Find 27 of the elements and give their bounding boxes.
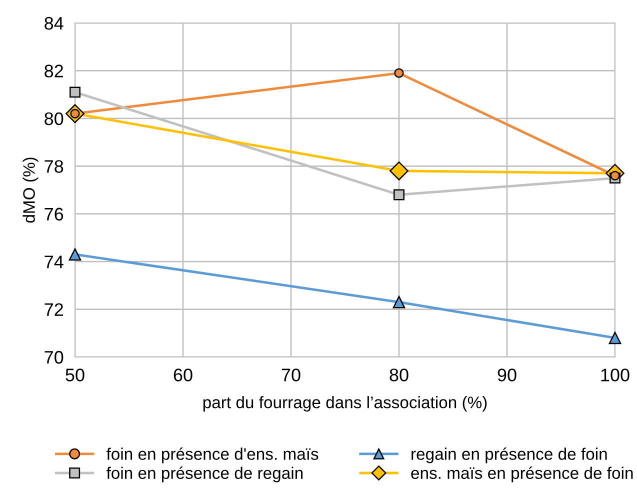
x-tick-label: 60 xyxy=(174,368,192,382)
point xyxy=(390,161,408,180)
y-tick-label: 72 xyxy=(44,303,63,316)
y-tick-label: 84 xyxy=(44,16,64,30)
y-tick-label: 70 xyxy=(44,350,64,364)
legend-label: ens. maïs en présence de foin xyxy=(411,466,633,482)
legend-label: foin en présence d'ens. maïs xyxy=(106,447,318,464)
y-tick-label: 78 xyxy=(44,160,64,173)
point xyxy=(608,332,622,344)
y-tick-label: 82 xyxy=(44,64,63,78)
y-tick-label: 80 xyxy=(44,112,64,126)
y-tick-label: 74 xyxy=(44,256,64,268)
x-tick-label: 90 xyxy=(498,368,516,382)
legend-label: foin en présence de regain xyxy=(106,466,303,482)
x-tick-label: 100 xyxy=(601,368,630,382)
x-tick-label: 80 xyxy=(390,368,408,382)
legend-label: regain en présence de foin xyxy=(412,447,607,464)
point xyxy=(68,248,82,261)
point xyxy=(70,86,80,98)
x-axis-title: part du fourrage dans l’association (%) xyxy=(203,396,487,412)
point xyxy=(394,189,404,200)
point xyxy=(392,296,406,308)
x-tick-label: 70 xyxy=(282,368,300,382)
y-axis-title: dMO (%) xyxy=(22,158,38,223)
x-tick-label: 50 xyxy=(66,368,84,382)
point xyxy=(394,68,404,78)
y-tick-label: 76 xyxy=(44,208,64,221)
